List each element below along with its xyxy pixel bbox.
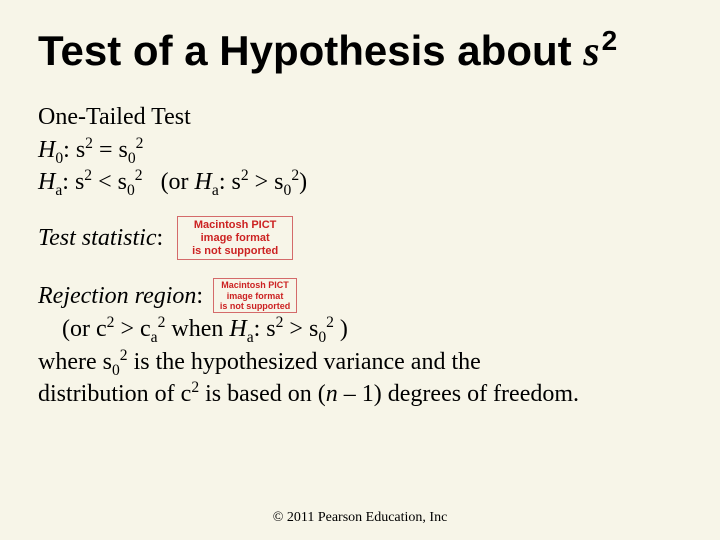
- ph-line1: Macintosh PICT: [194, 219, 277, 231]
- colon4: :: [254, 316, 267, 342]
- chi1: c: [96, 316, 107, 342]
- sigma04-sub: 0: [318, 329, 326, 346]
- sigma03-sub: 0: [284, 182, 292, 199]
- sigma0-sub: 0: [128, 149, 136, 166]
- gt2: >: [114, 316, 140, 342]
- or-open: (or: [161, 169, 195, 195]
- sq9: 2: [120, 347, 128, 364]
- ha2-sub: a: [212, 182, 219, 199]
- sigma0: s: [119, 137, 128, 163]
- sq8: 2: [326, 314, 334, 331]
- close-paren: ): [334, 316, 348, 342]
- where-middle: is the hypothesized variance and the: [128, 349, 481, 375]
- title-sigma: s: [583, 29, 599, 75]
- copyright-footer: © 2011 Pearson Education, Inc: [0, 510, 720, 526]
- where-line2: distribution of c2 is based on (n – 1) d…: [38, 378, 690, 410]
- title-text: Test of a Hypothesis about: [38, 27, 583, 74]
- chi2: c: [181, 381, 192, 407]
- hypotheses-block: One-Tailed Test H0: s2 = s02 Ha: s2 < s0…: [38, 101, 690, 198]
- eq: =: [93, 137, 119, 163]
- slide-root: Test of a Hypothesis about s2 One-Tailed…: [0, 0, 720, 540]
- gt: >: [249, 169, 275, 195]
- title-exponent: 2: [602, 25, 618, 56]
- chi2-sq: 2: [191, 379, 199, 396]
- rejection-row1: Rejection region: Macintosh PICT image f…: [38, 278, 690, 313]
- where-line1: where s02 is the hypothesized variance a…: [38, 346, 690, 378]
- rejection-label-wrap: Rejection region:: [38, 280, 203, 312]
- h0-sub: 0: [55, 149, 63, 166]
- sq2: 2: [136, 135, 144, 152]
- minus1: – 1) degrees of freedom.: [338, 381, 579, 407]
- dist-prefix: distribution of: [38, 381, 181, 407]
- ph-line3: is not supported: [192, 245, 278, 257]
- rejection-row2: (or c2 > ca2 when Ha: s2 > s02 ): [38, 313, 690, 345]
- sigma04: s: [309, 316, 318, 342]
- rejection-block: Rejection region: Macintosh PICT image f…: [38, 278, 690, 410]
- sq: 2: [85, 135, 93, 152]
- colon: :: [63, 137, 76, 163]
- sigma: s: [76, 137, 85, 163]
- test-statistic-label-wrap: Test statistic:: [38, 222, 163, 254]
- sigma3: s: [231, 169, 240, 195]
- sigma2: s: [75, 169, 84, 195]
- sigma05: s: [103, 349, 112, 375]
- sigma03: s: [274, 169, 283, 195]
- chi-alpha: c: [140, 316, 151, 342]
- test-statistic-row: Test statistic: Macintosh PICT image for…: [38, 216, 690, 260]
- h0-line: H0: s2 = s02: [38, 134, 690, 166]
- or-close: ): [299, 169, 307, 195]
- colon3: :: [219, 169, 232, 195]
- pict-placeholder-icon: Macintosh PICT image format is not suppo…: [177, 216, 293, 260]
- n-symbol: n: [326, 381, 338, 407]
- ha-line: Ha: s2 < s02 (or Ha: s2 > s02): [38, 166, 690, 198]
- sq3: 2: [84, 167, 92, 184]
- ha3: H: [229, 316, 246, 342]
- sigma02: s: [118, 169, 127, 195]
- ha2-symbol: H: [195, 169, 212, 195]
- ph2-line1: Macintosh PICT: [221, 280, 289, 290]
- ph2-line2: image format: [227, 291, 284, 301]
- one-tailed-heading: One-Tailed Test: [38, 101, 690, 133]
- ts-colon: :: [156, 225, 163, 251]
- sq6: 2: [291, 167, 299, 184]
- ph2-line3: is not supported: [220, 301, 291, 311]
- sq4: 2: [135, 167, 143, 184]
- test-statistic-label: Test statistic: [38, 225, 156, 251]
- rejection-label: Rejection region: [38, 283, 196, 309]
- alpha-sub: a: [151, 329, 158, 346]
- dist-suffix: is based on (: [199, 381, 326, 407]
- ha-symbol: H: [38, 169, 55, 195]
- sigma05-sub: 0: [112, 362, 120, 379]
- gt3: >: [283, 316, 309, 342]
- sigma4: s: [266, 316, 275, 342]
- where-prefix: where: [38, 349, 103, 375]
- or-open2: (or: [62, 316, 96, 342]
- slide-body: One-Tailed Test H0: s2 = s02 Ha: s2 < s0…: [38, 101, 690, 410]
- when: when: [165, 316, 229, 342]
- ph-line2: image format: [201, 232, 270, 244]
- colon2: :: [62, 169, 75, 195]
- lt: <: [92, 169, 118, 195]
- pict-placeholder-small-icon: Macintosh PICT image format is not suppo…: [213, 278, 297, 313]
- sq5: 2: [241, 167, 249, 184]
- sigma02-sub: 0: [127, 182, 135, 199]
- rej-colon: :: [196, 283, 203, 309]
- ha3-sub: a: [247, 329, 254, 346]
- h0-symbol: H: [38, 137, 55, 163]
- slide-title: Test of a Hypothesis about s2: [38, 26, 690, 75]
